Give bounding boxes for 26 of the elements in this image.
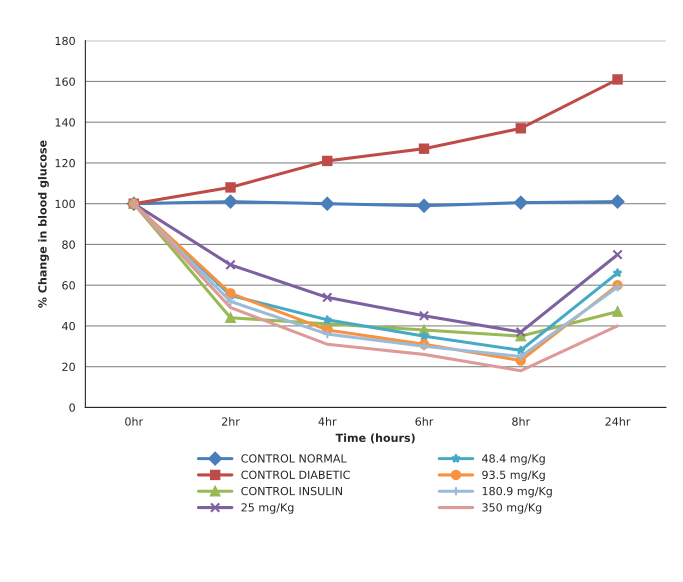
- y-tick-label: 0: [69, 403, 75, 412]
- legend-label: CONTROL INSULIN: [241, 486, 342, 496]
- x-tick-label: 24hr: [605, 417, 630, 426]
- y-tick-label: 60: [62, 281, 75, 290]
- legend-label: CONTROL DIABETIC: [241, 470, 350, 479]
- y-tick-label: 40: [62, 322, 75, 330]
- legend-label: 93.5 mg/Kg: [482, 470, 545, 482]
- x-axis-title: Time (hours): [336, 433, 415, 444]
- x-tick-label: 2hr: [222, 417, 240, 426]
- y-tick-label: 160: [56, 77, 75, 86]
- y-tick-label: 180: [56, 36, 75, 46]
- x-tick-label: 0hr: [125, 417, 144, 426]
- y-tick-label: 80: [62, 240, 75, 249]
- x-tick-label: 6hr: [415, 417, 434, 426]
- legend-label: 48.4 mg/Kg: [482, 454, 545, 465]
- legend-label: 25 mg/Kg: [242, 503, 294, 514]
- y-tick-label: 120: [56, 158, 75, 168]
- legend-label: 180.9 mg/Kg: [482, 486, 552, 498]
- legend-label: CONTROL NORMAL: [241, 454, 347, 463]
- legend-label: 350 mg/Kg: [482, 503, 542, 514]
- y-tick-label: 100: [56, 200, 75, 208]
- x-tick-label: 4hr: [318, 417, 337, 426]
- x-tick-label: 8hr: [512, 417, 530, 426]
- y-tick-label: 20: [62, 362, 75, 372]
- y-axis-title: % Change in blood glucose: [38, 140, 49, 308]
- y-tick-label: 140: [56, 118, 75, 127]
